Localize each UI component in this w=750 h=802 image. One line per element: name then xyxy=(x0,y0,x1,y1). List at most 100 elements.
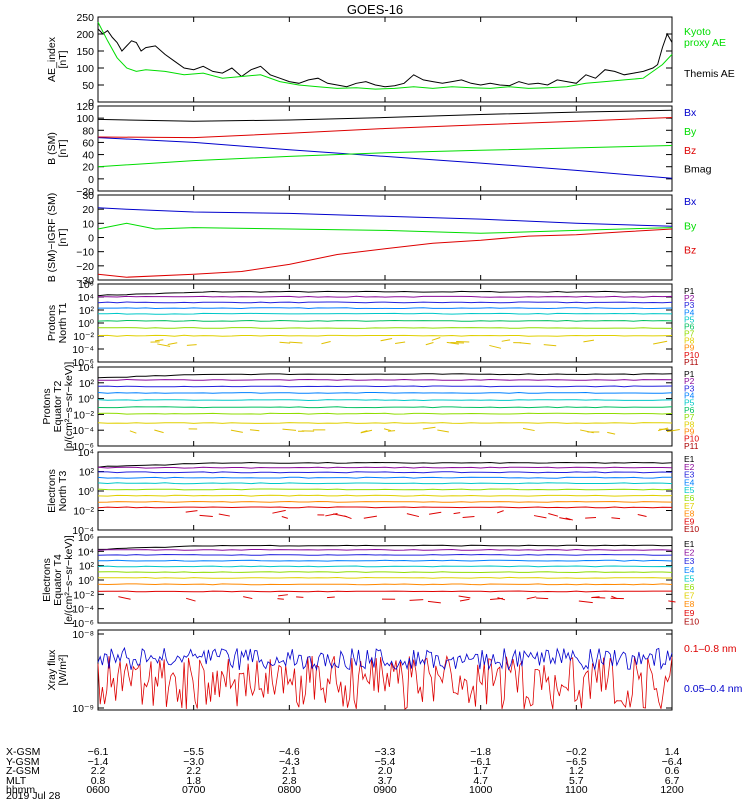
y-tick-label: 10⁻⁴ xyxy=(72,425,94,437)
sparse-data-segment xyxy=(250,430,259,431)
series-line xyxy=(98,229,672,277)
sparse-data-segment xyxy=(186,511,198,512)
series-line xyxy=(98,223,672,233)
y-tick-label: 100 xyxy=(76,113,94,125)
y-axis-label: [e/(cm²−s−sr−keV)] xyxy=(63,535,75,625)
y-tick-label: 10⁴ xyxy=(78,292,94,304)
sparse-data-segment xyxy=(548,513,558,516)
y-tick-label: 10⁻⁴ xyxy=(72,344,94,356)
y-tick-label: 10⁰ xyxy=(78,486,95,498)
ephemeris-value: 1200 xyxy=(660,786,683,796)
y-tick-label: 10⁰ xyxy=(78,575,95,587)
series-line xyxy=(98,335,672,336)
series-line xyxy=(98,495,672,496)
panel-frame xyxy=(98,195,672,280)
legend-label: Themis AE xyxy=(684,68,735,80)
legend-label: E10 xyxy=(684,524,699,534)
y-tick-label: 10⁰ xyxy=(78,318,95,330)
sparse-data-segment xyxy=(364,516,377,518)
y-tick-label: 10⁻² xyxy=(73,506,94,518)
legend-label: P11 xyxy=(684,357,699,367)
series-line xyxy=(98,560,672,561)
series-line xyxy=(98,393,672,394)
y-axis-label: [p/(cm²−s−sr−keV)] xyxy=(63,362,75,452)
y-axis-label: [nT] xyxy=(57,50,69,68)
panel-frame xyxy=(98,106,672,191)
sparse-data-segment xyxy=(460,599,469,601)
y-tick-label: 20 xyxy=(82,162,94,174)
series-line xyxy=(98,502,672,503)
ephemeris-value: 1000 xyxy=(469,786,492,796)
series-line xyxy=(98,302,672,303)
series-line xyxy=(98,328,672,329)
sparse-data-segment xyxy=(388,431,395,432)
y-tick-label: 10 xyxy=(82,218,94,230)
y-tick-label: 10² xyxy=(79,561,95,573)
series-line xyxy=(98,208,672,226)
series-line xyxy=(98,308,672,309)
series-line xyxy=(98,550,672,551)
sparse-data-segment xyxy=(327,597,335,598)
sparse-data-segment xyxy=(490,598,503,599)
y-tick-label: 30 xyxy=(82,190,94,202)
sparse-data-segment xyxy=(463,517,475,518)
panel-frame xyxy=(98,367,672,446)
sparse-data-segment xyxy=(154,430,163,433)
sparse-data-segment xyxy=(585,518,596,519)
series-line xyxy=(98,584,672,585)
sparse-data-segment xyxy=(243,597,252,599)
sparse-data-segment xyxy=(278,595,288,596)
sparse-data-segment xyxy=(520,343,531,344)
legend-label: proxy AE xyxy=(684,37,726,49)
y-tick-label: −10 xyxy=(76,247,94,259)
legend-label: Bz xyxy=(684,145,696,157)
y-tick-label: 10² xyxy=(79,378,95,390)
series-line xyxy=(98,477,672,478)
sparse-data-segment xyxy=(118,597,130,600)
sparse-data-segment xyxy=(527,597,536,599)
series-line xyxy=(98,483,672,484)
y-axis-label: [nT] xyxy=(57,228,69,246)
sparse-data-segment xyxy=(168,343,177,345)
sparse-data-segment xyxy=(289,342,302,343)
y-tick-label: −20 xyxy=(76,261,94,273)
y-tick-label: 10⁻⁴ xyxy=(72,604,94,616)
series-line xyxy=(98,545,672,549)
sparse-data-segment xyxy=(384,429,391,431)
series-line xyxy=(98,577,672,578)
sparse-data-segment xyxy=(423,427,436,429)
y-tick-label: 10⁴ xyxy=(78,362,94,374)
legend-label: Bx xyxy=(684,107,697,119)
sparse-data-segment xyxy=(426,342,434,344)
sparse-data-segment xyxy=(407,514,419,517)
legend-label: 0.05–0.4 nm xyxy=(684,683,743,695)
series-line xyxy=(98,138,672,179)
date-label: 2019 Jul 28 xyxy=(6,792,60,800)
legend-label: By xyxy=(684,126,697,138)
y-tick-label: 10⁻⁹ xyxy=(72,703,94,715)
y-tick-label: 200 xyxy=(76,29,94,41)
series-line xyxy=(98,413,672,414)
sparse-data-segment xyxy=(638,514,647,516)
legend-label: 0.1–0.8 nm xyxy=(684,643,737,655)
ephemeris-value: 0900 xyxy=(373,786,396,796)
sparse-data-segment xyxy=(282,429,296,430)
sparse-data-segment xyxy=(219,514,230,516)
series-line xyxy=(98,110,672,121)
sparse-data-segment xyxy=(280,342,291,343)
y-tick-label: 0 xyxy=(88,233,94,245)
y-tick-label: 80 xyxy=(82,125,94,137)
xray-long-series xyxy=(98,656,672,709)
sparse-data-segment xyxy=(395,342,405,344)
series-line xyxy=(98,463,672,468)
sparse-data-segment xyxy=(186,598,195,601)
series-line xyxy=(98,29,672,87)
sparse-data-segment xyxy=(432,337,440,340)
legend-label: Bx xyxy=(684,196,697,208)
y-tick-label: 10⁻² xyxy=(73,589,94,601)
sparse-data-segment xyxy=(200,515,213,516)
series-line xyxy=(98,591,672,592)
